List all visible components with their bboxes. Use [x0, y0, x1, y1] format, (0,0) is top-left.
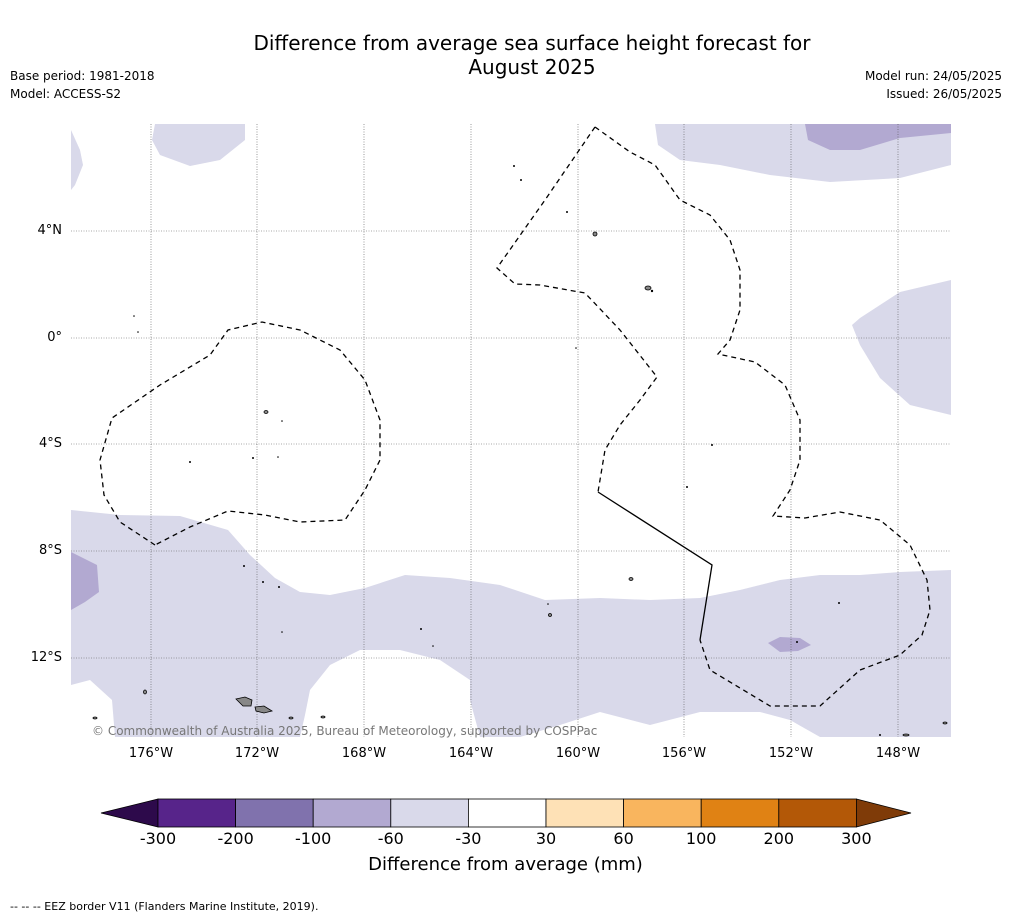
colorbar-tick: 300 — [841, 829, 872, 848]
lat-label-0: 0° — [47, 330, 62, 345]
graticule — [71, 124, 951, 737]
colorbar-segment-2 — [235, 798, 314, 828]
meta-left: Base period: 1981-2018 Model: ACCESS-S2 — [10, 67, 155, 103]
colorbar-segment-7 — [623, 798, 702, 828]
lon-label-152w: 152°W — [768, 746, 814, 761]
lon-label-164w: 164°W — [448, 746, 494, 761]
colorbar-tick: -100 — [295, 829, 332, 848]
colorbar-tick: -30 — [455, 829, 482, 848]
maritime-boundary — [597, 491, 713, 641]
small-islets — [133, 165, 881, 736]
colorbar-segment-1 — [157, 798, 236, 828]
eez-borders — [99, 126, 931, 707]
colorbar-extend-high — [856, 798, 912, 828]
issued-date: Issued: 26/05/2025 — [886, 87, 1002, 101]
lon-label-160w: 160°W — [555, 746, 601, 761]
lon-label-172w: 172°W — [234, 746, 280, 761]
colorbar-tick: 100 — [685, 829, 717, 848]
map-title: Difference from average sea surface heig… — [0, 31, 1011, 79]
colorbar-segment-8 — [700, 798, 780, 828]
lat-label-4s: 4°S — [38, 436, 62, 451]
colorbar-tick: -200 — [217, 829, 254, 848]
colorbar-segment-9 — [778, 798, 857, 828]
colorbar-label: Difference from average (mm) — [368, 854, 643, 875]
colorbar-extend-low — [100, 798, 159, 828]
islands — [92, 231, 948, 737]
lon-label-148w: 148°W — [875, 746, 921, 761]
colorbar-tick: -60 — [377, 829, 404, 848]
base-period: Base period: 1981-2018 — [10, 69, 155, 83]
colorbar-tick: 200 — [763, 829, 795, 848]
anomaly-region-medium — [71, 124, 951, 652]
colorbar-segment-5 — [467, 798, 547, 828]
colorbar-tick: 30 — [535, 829, 557, 848]
colorbar-segment-6 — [545, 798, 624, 828]
colorbar-tick: -300 — [139, 829, 177, 848]
eez-legend-note: -- -- -- EEZ border V11 (Flanders Marine… — [10, 900, 319, 913]
lat-label-12s: 12°S — [30, 650, 62, 665]
title-line-2: August 2025 — [468, 55, 596, 79]
model-run: Model run: 24/05/2025 — [864, 69, 1002, 83]
colorbar-segment-3 — [312, 798, 392, 828]
meta-right: Model run: 24/05/2025 Issued: 26/05/2025 — [865, 67, 1002, 103]
model-name: Model: ACCESS-S2 — [10, 87, 122, 101]
title-line-1: Difference from average sea surface heig… — [253, 31, 811, 55]
colorbar-segment-4 — [390, 798, 469, 828]
lon-label-168w: 168°W — [341, 746, 387, 761]
lon-label-156w: 156°W — [661, 746, 707, 761]
lat-label-8s: 8°S — [38, 543, 62, 558]
lat-label-4n: 4°N — [37, 223, 63, 238]
copyright-text: © Commonwealth of Australia 2025, Bureau… — [92, 724, 598, 738]
colorbar-tick: 60 — [613, 829, 634, 848]
lon-label-176w: 176°W — [128, 746, 174, 761]
